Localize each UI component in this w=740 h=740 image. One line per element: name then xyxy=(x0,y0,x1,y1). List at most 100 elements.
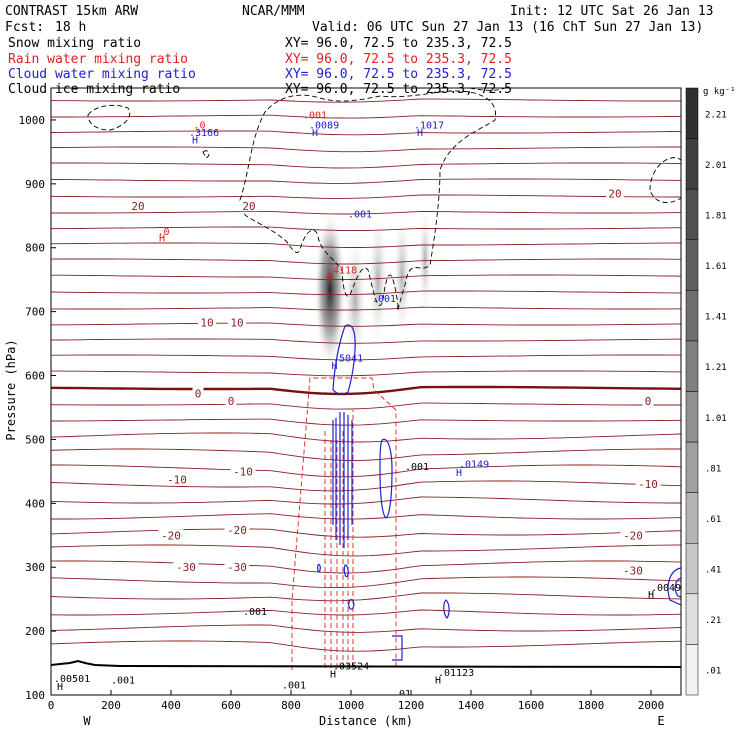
extremum-label: .00492 xyxy=(651,583,687,594)
plot-area: -30 -30 -30 -20 -20 -20 -10 -10 -10 0 0 0 10 10 20 20 20… xyxy=(51,88,687,695)
direction-east: E xyxy=(657,714,664,728)
plot-frame xyxy=(50,87,682,696)
colorbar-label: .81 xyxy=(705,464,721,474)
extrema-labels: .01H.01123H.03524.001.001.001H.00492H.00… xyxy=(54,111,687,695)
extremum-label: .001 xyxy=(303,111,327,122)
colorbar-label: 2.01 xyxy=(705,161,727,171)
colorbar-label: 1.61 xyxy=(705,262,727,272)
org-title: NCAR/MMM xyxy=(242,4,305,19)
isotherm-line xyxy=(51,544,681,557)
y-axis: 200 300 400 500 600 700 800 900 1000 100 xyxy=(19,114,56,702)
isotherm-line xyxy=(51,640,681,652)
isotherm-label-bg xyxy=(240,200,258,212)
fcst-label: Fcst: xyxy=(5,20,44,35)
colorbar-swatch xyxy=(685,644,699,696)
isotherm-line xyxy=(51,306,681,311)
isotherm-line xyxy=(51,528,681,538)
isotherm-label-bg xyxy=(606,187,624,199)
isotherm-line xyxy=(51,609,681,616)
x-tick-label: 600 xyxy=(221,699,241,712)
colorbar-swatch xyxy=(685,340,699,392)
cloud-ice-shading xyxy=(314,205,432,370)
direction-west: W xyxy=(83,714,91,728)
isotherm-line xyxy=(51,322,681,327)
isotherm-label-bg xyxy=(225,395,237,407)
y-tick-label: 200 xyxy=(25,625,45,638)
extremum-label: .0149 xyxy=(459,460,489,471)
terrain-line xyxy=(51,659,681,668)
extremum-label: H xyxy=(332,361,338,372)
x-tick-label: 800 xyxy=(281,699,301,712)
isotherm-label: 20 xyxy=(131,200,144,213)
field-name-cloud-water: Cloud water mixing ratio xyxy=(8,67,196,82)
isotherm-label: -20 xyxy=(227,524,247,537)
colorbar-swatch xyxy=(685,543,699,595)
x-tick-label: 0 xyxy=(48,699,55,712)
cloud-contour-edge-inner xyxy=(674,577,681,598)
extremum-label: .5041 xyxy=(333,353,363,364)
cloud-contour-right xyxy=(379,438,393,519)
extremum-label: H xyxy=(648,590,654,601)
isotherm-line xyxy=(51,448,681,461)
field-xy-cloud-water: XY= 96.0, 72.5 to 235.3, 72.5 xyxy=(285,67,512,82)
fcst-value: 18 h xyxy=(55,20,86,35)
x-tick-label: 1000 xyxy=(338,699,365,712)
extremum-label: .0 xyxy=(194,120,206,131)
cloud-water-contours xyxy=(317,324,681,661)
isotherm-label: 0 xyxy=(195,387,202,400)
extremum-label: H xyxy=(159,233,165,244)
y-tick-label: 800 xyxy=(25,242,45,255)
isotherm-line xyxy=(51,513,681,520)
extremum-label: .0 xyxy=(158,227,170,238)
isotherm-label-bg xyxy=(198,316,216,328)
extremum-label: H xyxy=(57,682,63,693)
x-tick-label: 1400 xyxy=(458,699,485,712)
y-tick-label: 900 xyxy=(25,178,45,191)
isotherm-line xyxy=(51,480,681,492)
isotherm-label-bg xyxy=(164,473,190,485)
y-tick-label: 500 xyxy=(25,433,45,446)
isotherm-line xyxy=(51,210,681,215)
isotherm-line xyxy=(51,576,681,589)
isotherm-line xyxy=(51,370,681,377)
isotherm-line xyxy=(51,592,681,602)
isotherm-label-bg xyxy=(173,561,199,573)
isotherm-line xyxy=(51,178,681,184)
ice-shade-lobe-1 xyxy=(343,230,367,370)
cloud-contour-small-2 xyxy=(317,563,321,573)
x-axis: 0 200 400 600 800 1000 1200 1400 1600 1800 2000 xyxy=(48,690,664,712)
extremum-label: .3166 xyxy=(189,128,219,139)
cloud-contour-upper xyxy=(332,324,356,395)
isotherm-label-bg xyxy=(230,465,256,477)
extremum-label: .001 xyxy=(282,681,306,692)
ice-shade-lobe-4 xyxy=(418,205,432,315)
extremum-label: .001 xyxy=(405,462,429,473)
isotherm-line xyxy=(51,258,681,265)
field-xy-cloud-ice: XY= 96.0, 72.5 to 235.3, 72.5 xyxy=(285,82,512,97)
colorbar-label: 1.81 xyxy=(705,211,727,221)
isotherm-line xyxy=(51,274,681,281)
isotherm-line xyxy=(51,194,681,199)
field-xy-rain: XY= 96.0, 72.5 to 235.3, 72.5 xyxy=(285,52,512,67)
field-xy-snow: XY= 96.0, 72.5 to 235.3, 72.5 xyxy=(285,36,512,51)
x-tick-label: 200 xyxy=(101,699,121,712)
isotherm-label: -20 xyxy=(623,529,643,542)
isotherm-label-bg xyxy=(158,529,184,541)
ice-shade-lobe-2 xyxy=(368,210,388,350)
isotherm-label: -30 xyxy=(227,561,247,574)
isotherm-label: -10 xyxy=(233,465,253,478)
y-tick-label: 700 xyxy=(25,306,45,319)
cloud-contour-low xyxy=(348,599,355,610)
field-name-snow: Snow mixing ratio xyxy=(8,36,141,51)
isotherm-line xyxy=(51,624,681,633)
model-title: CONTRAST 15km ARW xyxy=(5,4,138,19)
isotherm-label: -30 xyxy=(623,564,643,577)
isotherm-line xyxy=(51,464,681,478)
isotherm-label: 0 xyxy=(228,395,235,408)
isotherm-line xyxy=(51,496,681,505)
isotherm-line xyxy=(51,338,681,344)
init-time: Init: 12 UTC Sat 26 Jan 13 xyxy=(510,4,714,19)
y-tick-label: 1000 xyxy=(19,114,46,127)
colorbar-label: .01 xyxy=(705,667,721,677)
